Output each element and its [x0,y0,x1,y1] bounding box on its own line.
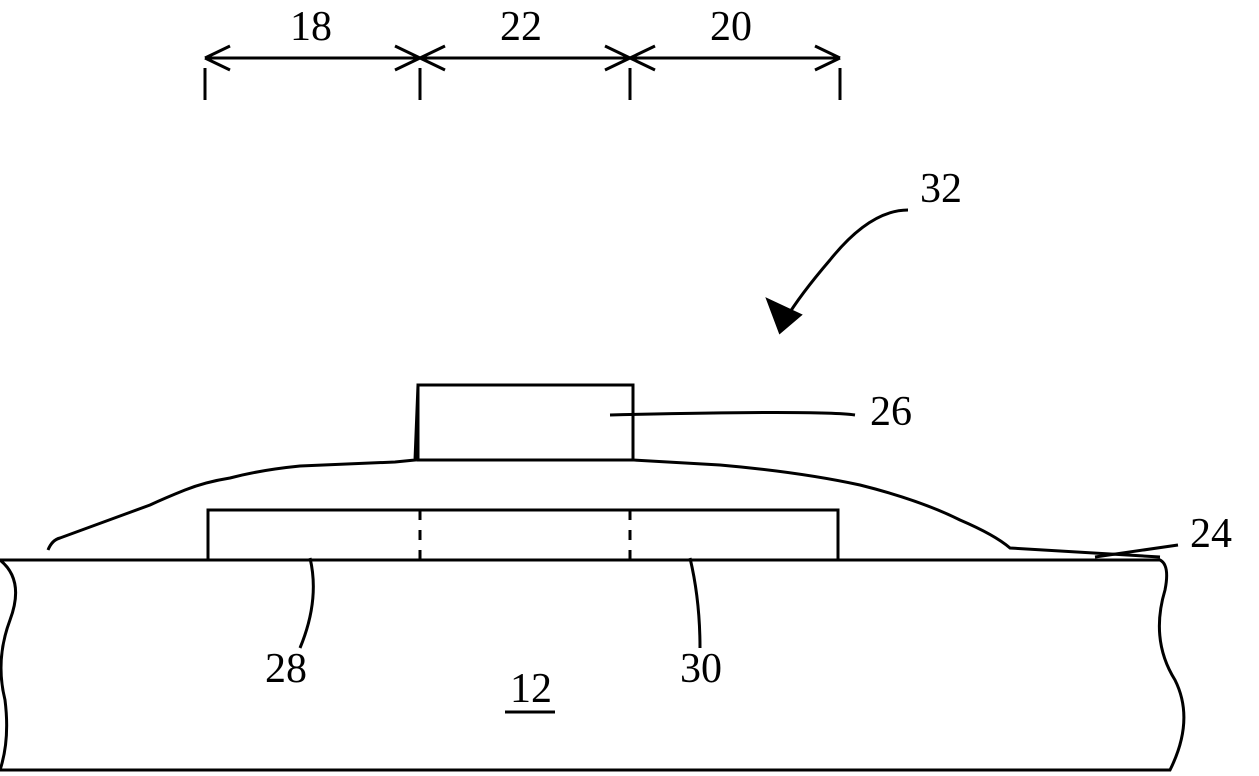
substrate-outline [0,560,1184,770]
dim-label-20: 20 [710,3,752,51]
layer24-contour [48,385,1160,557]
dim-label-18: 18 [290,3,332,51]
diagram-svg [0,0,1259,776]
leader-28 [300,558,313,648]
leader-26 [610,413,855,416]
label-30: 30 [680,645,722,693]
label-26: 26 [870,388,912,436]
label-32: 32 [920,165,962,213]
label-28: 28 [265,645,307,693]
dim-label-22: 22 [500,3,542,51]
gate-26 [418,385,633,460]
label-24: 24 [1190,510,1232,558]
leader-30 [690,558,700,648]
label-12: 12 [510,665,552,713]
leader-32 [785,210,908,320]
floating-region [208,510,838,560]
